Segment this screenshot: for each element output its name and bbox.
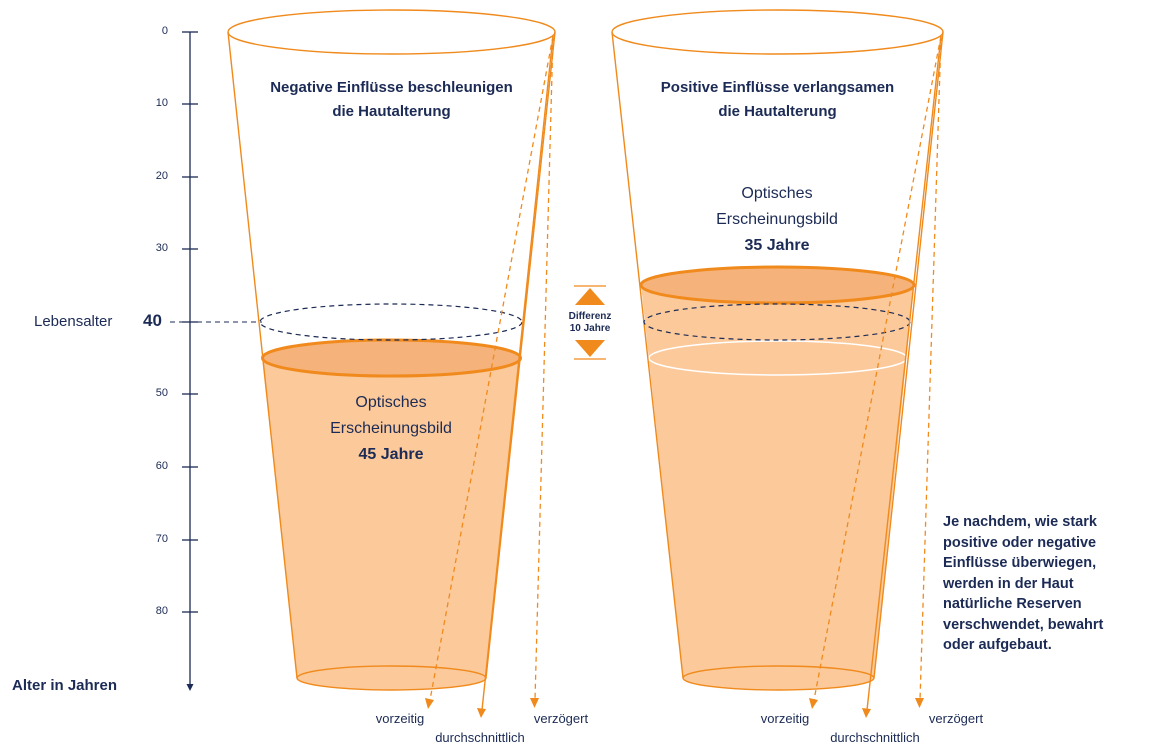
- note-line: positive oder negative: [943, 534, 1097, 551]
- right-label-average: durchschnittlich: [830, 730, 920, 745]
- right-cup-title-line2: die Hautalterung: [718, 103, 837, 120]
- left-cup-appearance-age: 45 Jahre: [358, 446, 424, 463]
- right-cup-rim: [611, 9, 944, 55]
- left-cup-title: Negative Einflüsse beschleunigen die Hau…: [228, 76, 555, 124]
- difference-line2: 10 Jahre: [569, 323, 611, 334]
- left-cup: [227, 9, 556, 718]
- left-cup-title-line2: die Hautalterung: [332, 103, 451, 120]
- right-cup-appearance-line1: Optisches: [741, 185, 813, 202]
- right-cup-fill: [641, 285, 914, 678]
- note-line: Einflüsse überwiegen,: [943, 555, 1097, 571]
- left-label-average: durchschnittlich: [435, 730, 525, 745]
- right-cup-bottom: [682, 665, 875, 691]
- right-cup: [611, 9, 944, 718]
- axis-tick-label: 20: [155, 170, 168, 182]
- left-label-early: vorzeitig: [375, 711, 425, 726]
- left-cup-bottom: [296, 665, 487, 691]
- left-cup-appearance-line1: Optisches: [355, 394, 427, 411]
- right-cup-level-ellipse: [639, 265, 916, 305]
- note-line: natürliche Reserven: [943, 596, 1082, 612]
- left-cup-appearance: Optisches Erscheinungsbild 45 Jahre: [291, 390, 491, 468]
- axis-tick-label: 80: [155, 605, 168, 617]
- axis-label: Alter in Jahren: [12, 677, 118, 694]
- left-cup-title-line1: Negative Einflüsse beschleunigen: [270, 79, 513, 96]
- difference-label: Differenz 10 Jahre: [555, 311, 625, 335]
- left-cup-level-ellipse: [261, 338, 522, 378]
- left-cup-fill: [262, 358, 520, 678]
- right-cup-appearance-age: 35 Jahre: [744, 237, 810, 254]
- right-cup-wall: [611, 31, 684, 679]
- left-cup-wall: [227, 31, 298, 679]
- difference-marker: [574, 285, 606, 360]
- life-age-value: 40: [143, 311, 162, 330]
- note-line: verschwendet, bewahrt: [943, 616, 1104, 633]
- arrow-head-icon: [425, 698, 434, 709]
- left-arrow-average: [481, 35, 554, 711]
- axis-arrow-icon: [186, 684, 194, 691]
- axis-tick-label: 50: [155, 387, 168, 399]
- right-arrow-early: [813, 35, 942, 701]
- left-cup-age40-ellipse: [259, 303, 523, 341]
- axis-tick-label: 60: [155, 460, 168, 472]
- age-axis: [182, 31, 198, 691]
- arrow-up-icon: [575, 288, 605, 305]
- left-arrow-delayed: [534, 35, 554, 701]
- left-cup-wall: [485, 31, 556, 679]
- axis-tick-label: 10: [155, 97, 168, 109]
- note-line: oder aufgebaut.: [943, 637, 1052, 653]
- right-label-delayed: verzögert: [928, 711, 984, 726]
- note-line: Je nachdem, wie stark: [943, 514, 1097, 530]
- difference-line1: Differenz: [568, 311, 612, 322]
- right-cup-age45-ellipse: [648, 340, 908, 376]
- right-cup-appearance-line2: Erscheinungsbild: [716, 211, 838, 228]
- arrow-down-icon: [575, 340, 605, 357]
- axis-tick-label: 0: [161, 25, 168, 37]
- right-label-early: vorzeitig: [760, 711, 810, 726]
- explanation-note: Je nachdem, wie stark positive oder nega…: [943, 512, 1148, 656]
- arrow-head-icon: [530, 698, 539, 708]
- right-cup-wall: [873, 31, 944, 679]
- right-cup-title: Positive Einflüsse verlangsamen die Haut…: [612, 76, 943, 124]
- left-cup-appearance-line2: Erscheinungsbild: [330, 420, 452, 437]
- left-label-delayed: verzögert: [533, 711, 589, 726]
- note-line: werden in der Haut: [943, 575, 1074, 592]
- arrow-head-icon: [862, 708, 871, 718]
- axis-tick-label: 30: [155, 242, 168, 254]
- right-arrow-delayed: [919, 35, 942, 701]
- axis-tick-label: 70: [155, 533, 168, 545]
- arrow-head-icon: [809, 698, 818, 709]
- left-arrow-early: [429, 35, 554, 701]
- life-age-label: Lebensalter: [34, 313, 113, 330]
- arrow-head-icon: [477, 708, 486, 718]
- arrow-head-icon: [915, 698, 924, 708]
- right-cup-appearance: Optisches Erscheinungsbild 35 Jahre: [677, 181, 877, 259]
- right-arrow-average: [866, 35, 942, 711]
- right-cup-title-line1: Positive Einflüsse verlangsamen: [660, 79, 895, 96]
- left-cup-rim: [227, 9, 556, 55]
